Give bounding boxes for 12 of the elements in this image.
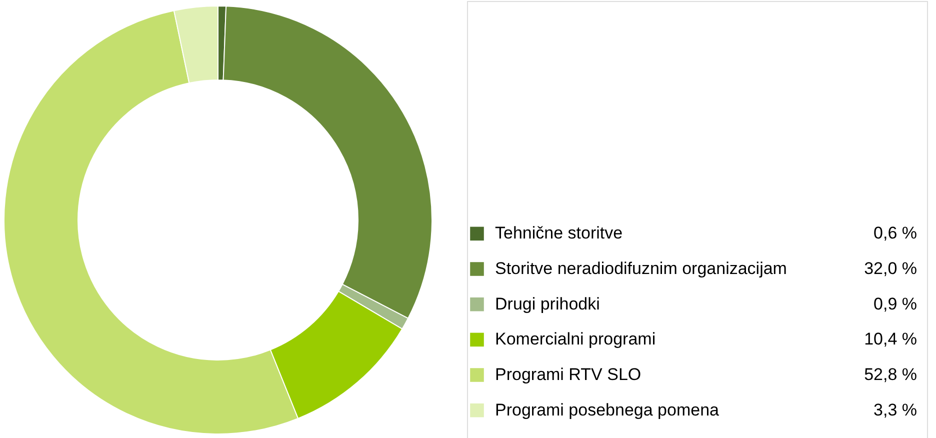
legend-label: Tehnične storitve: [495, 224, 623, 243]
data-label: 3,3 %: [874, 400, 917, 420]
data-label: 0,6 %: [874, 224, 917, 243]
data-label: 52,8 %: [864, 365, 917, 384]
data-label: 0,9 %: [874, 294, 917, 314]
legend-label: Komercialni programi: [495, 330, 656, 349]
legend-label: Storitve neradiodifuznim organizacijam: [495, 259, 787, 278]
legend-label: Programi posebnega pomena: [495, 400, 720, 420]
data-label: 32,0 %: [864, 259, 917, 278]
data-label: 10,4 %: [864, 330, 917, 349]
legend-label: Programi RTV SLO: [495, 365, 642, 384]
legend-label: Drugi prihodki: [495, 294, 600, 314]
